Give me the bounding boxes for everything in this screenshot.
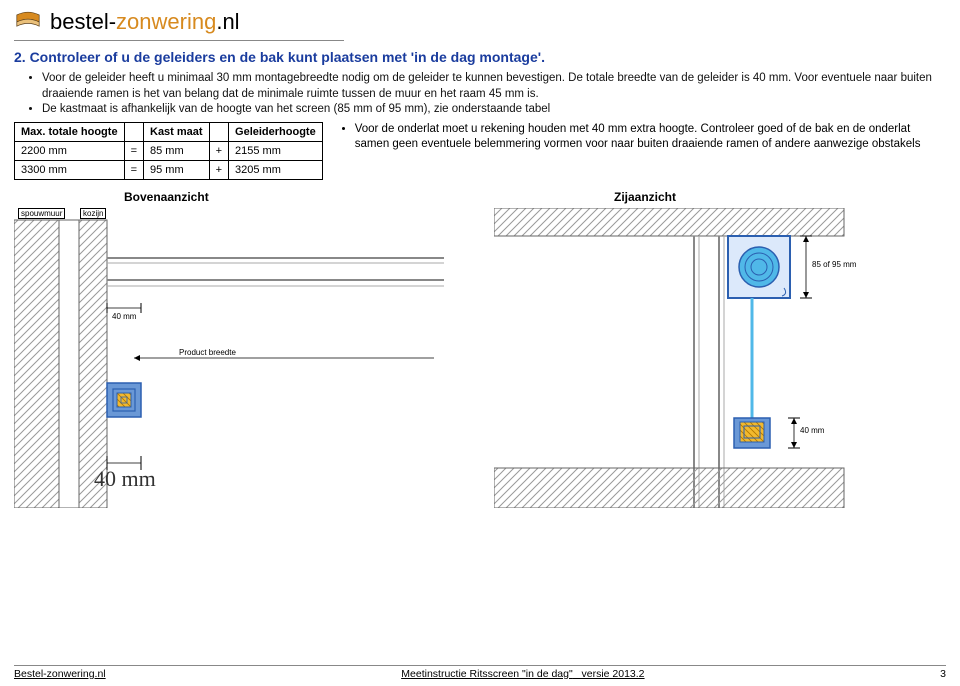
dimension-table: Max. totale hoogte Kast maat Geleiderhoo… bbox=[14, 122, 323, 180]
footer-doc: Meetinstructie Ritsscreen "in de dag" bbox=[401, 668, 572, 680]
awning-icon bbox=[14, 8, 42, 36]
logo-main: bestel- bbox=[50, 9, 116, 34]
th-maxhoogte: Max. totale hoogte bbox=[15, 122, 125, 141]
top-view-diagram: spouwmuur kozijn 40 mm Product breedte 4… bbox=[14, 208, 444, 508]
side-bullets: Voor de onderlat moet u rekening houden … bbox=[335, 122, 946, 153]
dim-40mm-side: 40 mm bbox=[800, 426, 824, 435]
label-product-breedte: Product breedte bbox=[179, 348, 236, 357]
th-sep2 bbox=[209, 122, 228, 141]
top-view-title: Bovenaanzicht bbox=[124, 190, 454, 204]
th-sep1 bbox=[124, 122, 143, 141]
dim-40mm-top: 40 mm bbox=[112, 312, 136, 321]
bullet-1: Voor de geleider heeft u minimaal 30 mm … bbox=[42, 71, 946, 102]
section-heading: 2. Controleer of u de geleiders en de ba… bbox=[14, 49, 946, 65]
table-row: 2200 mm = 85 mm + 2155 mm bbox=[15, 141, 323, 160]
th-geleider: Geleiderhoogte bbox=[229, 122, 323, 141]
dim-40mm-big: 40 mm bbox=[94, 466, 156, 492]
label-kozijn: kozijn bbox=[80, 208, 106, 219]
main-bullets: Voor de geleider heeft u minimaal 30 mm … bbox=[14, 71, 946, 118]
logo: bestel-zonwering.nl bbox=[14, 8, 344, 41]
label-spouwmuur: spouwmuur bbox=[18, 208, 65, 219]
footer-ver: versie 2013.2 bbox=[581, 668, 644, 680]
side-view-diagram: 85 of 95 mm 40 mm bbox=[494, 208, 914, 508]
logo-text: bestel-zonwering.nl bbox=[50, 9, 240, 35]
side-bullet-1: Voor de onderlat moet u rekening houden … bbox=[355, 122, 946, 153]
dim-kast: 85 of 95 mm bbox=[812, 260, 856, 269]
page-footer: Bestel-zonwering.nl Meetinstructie Ritss… bbox=[14, 665, 946, 680]
side-view-title: Zijaanzicht bbox=[614, 190, 946, 204]
footer-page: 3 bbox=[940, 668, 946, 680]
th-kastmaat: Kast maat bbox=[144, 122, 210, 141]
logo-suffix: .nl bbox=[216, 9, 239, 34]
table-row: 3300 mm = 95 mm + 3205 mm bbox=[15, 160, 323, 179]
footer-site: Bestel-zonwering.nl bbox=[14, 668, 106, 680]
bullet-2: De kastmaat is afhankelijk van de hoogte… bbox=[42, 102, 946, 118]
logo-accent: zonwering bbox=[116, 9, 216, 34]
